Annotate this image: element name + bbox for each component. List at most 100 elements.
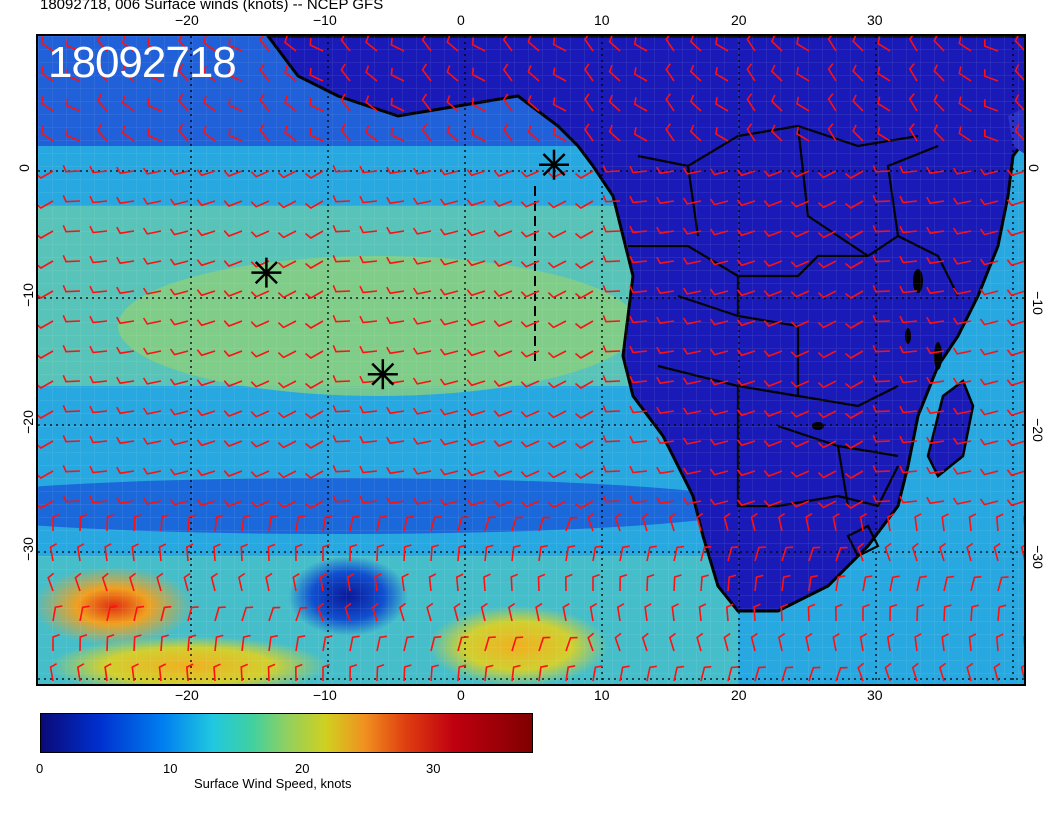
wind-barb [547,410,567,419]
wind-barb [872,344,891,353]
wind-barb [202,36,216,52]
wind-barb [223,380,243,387]
wind-barb [1006,499,1024,507]
wind-barb [250,440,270,448]
wind-barb [116,256,135,265]
wind-barb [304,290,324,299]
wind-barb [602,404,621,413]
wind-barb [268,634,278,652]
wind-barb [340,63,351,82]
wind-barb [750,632,758,652]
wind-barb [421,93,432,112]
wind-barb [294,663,303,682]
left-lat-tick: −20 [19,410,36,434]
wind-barb [629,465,648,474]
wind-barb [587,512,595,532]
wind-barb [641,632,649,652]
wind-barb [584,36,594,52]
wind-barb [106,514,115,532]
wind-barb [796,96,810,112]
wind-barb [511,636,524,652]
wind-barb [682,167,702,175]
wind-barb [781,574,791,592]
wind-barb [790,350,810,358]
wind-barb [547,350,567,359]
wind-barb [753,603,761,622]
wind-barb [808,666,821,682]
wind-barb [736,469,756,477]
wind-barb [827,63,837,82]
wind-barb [941,513,949,532]
wind-barb [790,500,810,508]
wind-barb [277,290,297,299]
wind-barb [309,128,324,142]
wind-barb [952,347,972,355]
wind-barb [158,543,167,562]
bottom-lon-tick: −10 [313,687,337,703]
wind-barb [52,513,60,531]
wind-barb [796,66,810,82]
wind-barb [62,254,81,263]
wind-barb [1006,259,1024,267]
wind-barb [210,572,218,592]
bottom-lon-tick: 10 [594,687,610,703]
wind-barb [817,350,837,359]
wind-barb [547,500,567,509]
wind-barb [790,380,810,388]
wind-barb [832,633,840,652]
wind-barb [401,573,409,592]
wind-barb [466,289,486,297]
wind-barb [926,256,945,265]
wind-barb [1020,544,1024,561]
wind-barb [984,99,999,112]
wind-barb [807,603,816,622]
wind-barb [899,195,918,204]
wind-barb [185,543,194,562]
wind-barb [911,542,919,562]
wind-barb [196,259,216,267]
wind-barb [933,124,945,142]
wind-barb [1025,605,1026,621]
wind-barb [995,513,1004,532]
wind-barb [332,494,351,503]
wind-barb [872,194,891,203]
wind-barb [412,287,432,295]
wind-barb [466,469,486,477]
wind-barb [997,576,1009,592]
left-lat-tick: 0 [15,164,32,172]
wind-barb [552,67,567,82]
wind-barb [304,200,324,209]
wind-barb [736,379,756,387]
wind-barb [511,664,521,682]
wind-barb [736,499,756,507]
wind-barb [439,228,459,236]
wind-barb [178,63,189,82]
wind-barb [169,168,189,176]
wind-barb [304,230,324,239]
wind-barb [502,93,513,112]
wind-barb [412,347,432,355]
wind-barb [723,632,731,652]
wind-barb [862,575,873,592]
wind-barb [844,290,864,299]
wind-barb [223,290,243,297]
wind-barb [993,542,1001,562]
wind-barb [376,515,387,532]
wind-barb [502,63,513,82]
wind-barb [386,496,405,505]
wind-barb [862,603,870,621]
wind-barb [187,514,197,532]
wind-barb [493,290,513,297]
wind-barb [446,95,459,112]
wind-barb [952,287,972,295]
wind-barb [709,378,729,386]
wind-barb [602,164,621,173]
wind-barb [889,575,900,592]
wind-barb [142,287,162,295]
wind-barb [629,225,648,234]
wind-barb [223,200,243,207]
wind-barb [574,260,594,269]
wind-barb [446,65,459,82]
wind-barb [592,573,600,591]
wind-barb [979,228,999,236]
